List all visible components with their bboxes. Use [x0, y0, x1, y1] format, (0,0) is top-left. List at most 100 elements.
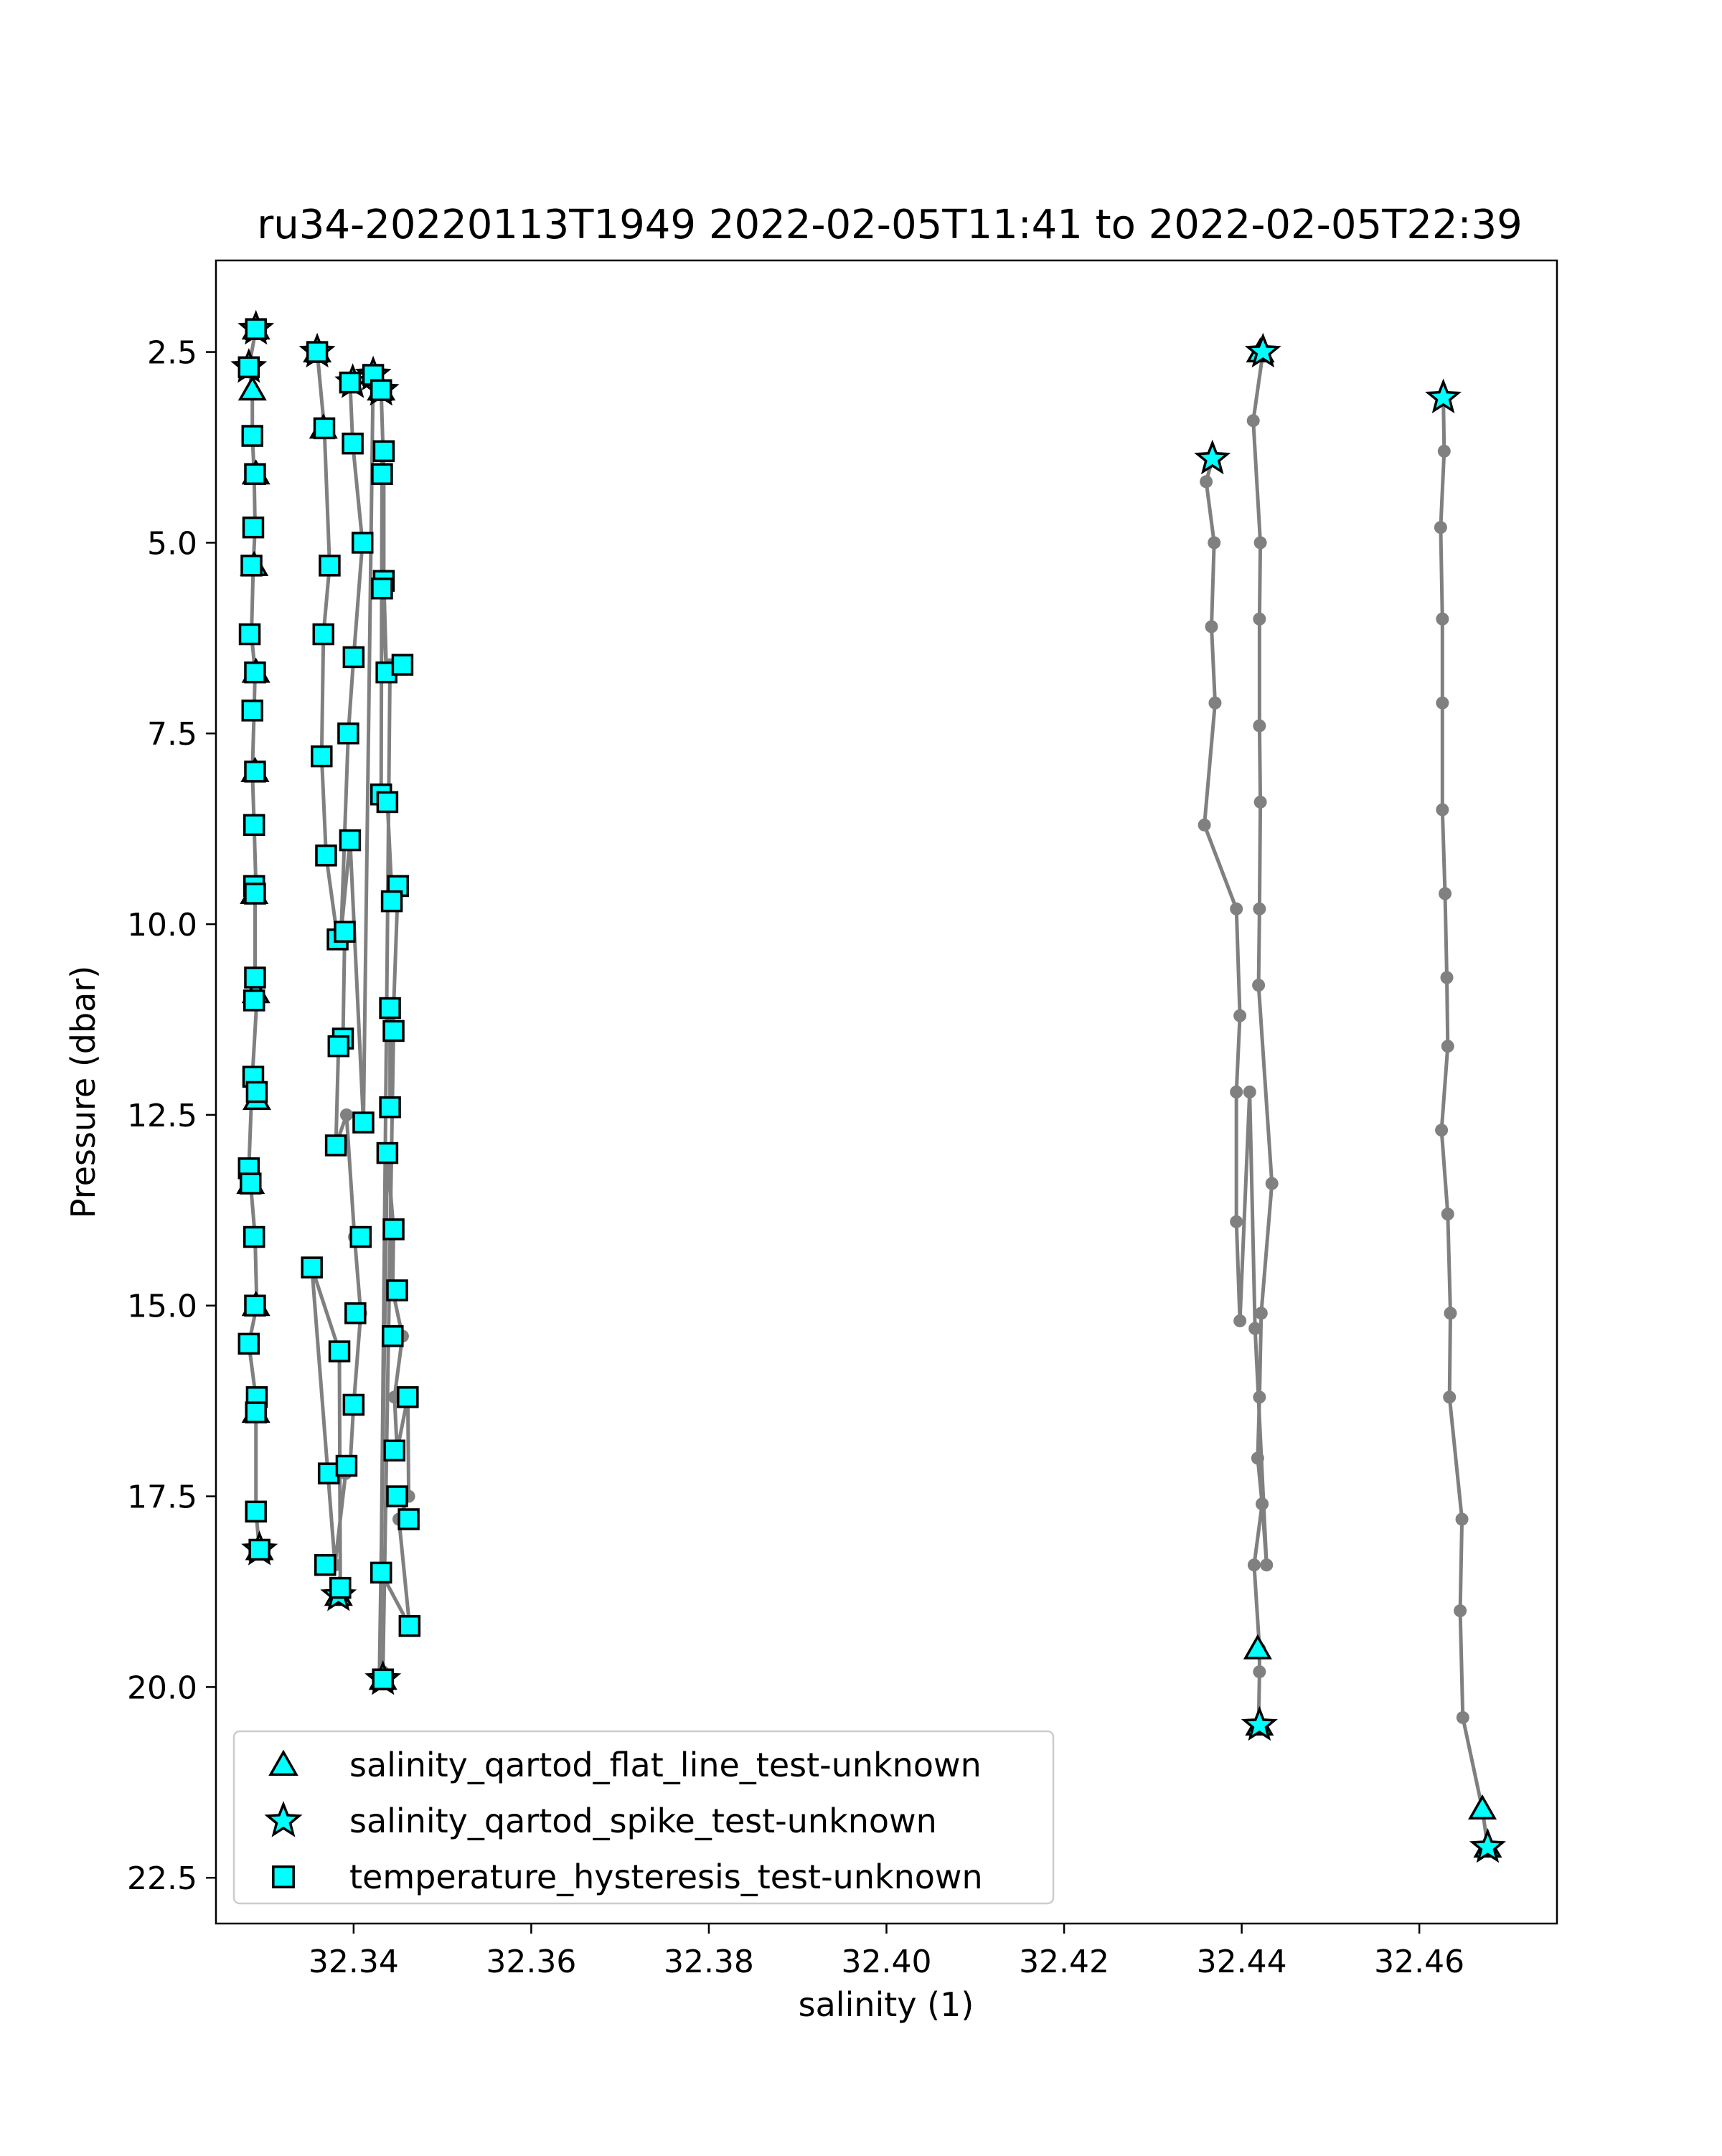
legend-entry-label: salinity_qartod_spike_test-unknown — [349, 1802, 937, 1840]
star-marker — [1241, 1705, 1278, 1741]
square-marker — [339, 371, 362, 394]
y-tick-label: 15.0 — [127, 1289, 197, 1325]
square-marker — [241, 700, 263, 722]
square-marker — [383, 1439, 406, 1462]
square-marker — [379, 1096, 401, 1119]
profile-point — [1253, 612, 1266, 626]
square-marker — [334, 921, 356, 943]
square-marker — [313, 417, 336, 440]
legend-box — [232, 1730, 1055, 1905]
star-marker — [1469, 1827, 1506, 1863]
y-tick-label: 22.5 — [127, 1860, 197, 1897]
triangle-marker — [237, 375, 267, 401]
square-marker — [382, 1325, 404, 1347]
square-marker — [344, 1302, 367, 1324]
square-marker — [319, 555, 341, 577]
legend-triangle-icon — [268, 1749, 298, 1776]
y-tick-label: 7.5 — [147, 716, 197, 753]
square-marker — [382, 1020, 405, 1042]
star-marker — [1194, 439, 1231, 475]
square-marker — [349, 1225, 372, 1248]
square-marker — [311, 745, 333, 768]
square-marker — [242, 516, 265, 539]
profile-point — [1256, 1497, 1269, 1511]
profile-point — [1200, 475, 1213, 489]
y-tick-label: 12.5 — [127, 1098, 197, 1134]
profile-point — [1436, 696, 1449, 710]
square-marker — [324, 1134, 347, 1157]
profile-point — [1454, 1604, 1467, 1618]
profile-point — [1253, 795, 1267, 809]
square-marker — [329, 1576, 352, 1599]
profile-point — [1439, 887, 1452, 900]
profile-point — [1247, 1558, 1261, 1572]
y-tick-label: 20.0 — [127, 1670, 197, 1706]
square-marker — [339, 829, 362, 852]
square-marker — [240, 555, 263, 577]
chart-title: ru34-20220113T1949 2022-02-05T11:41 to 2… — [257, 202, 1522, 248]
square-marker — [241, 425, 263, 447]
square-marker — [245, 1081, 268, 1103]
square-marker — [237, 356, 260, 379]
y-tick-label: 10.0 — [127, 907, 197, 943]
square-marker — [370, 1561, 392, 1584]
triangle-marker — [1468, 1794, 1497, 1820]
profile-point — [1205, 620, 1218, 634]
profile-point — [1230, 902, 1243, 915]
square-marker — [342, 646, 365, 669]
x-tick-label: 32.40 — [842, 1944, 932, 1980]
profile-point — [1233, 1009, 1247, 1022]
square-marker — [244, 761, 266, 783]
triangle-marker — [1243, 1634, 1272, 1660]
square-marker — [391, 654, 414, 676]
legend-entry-label: temperature_hysteresis_test-unknown — [349, 1858, 983, 1896]
star-marker — [1425, 378, 1462, 414]
square-marker — [301, 1256, 323, 1279]
square-marker — [315, 844, 337, 867]
square-marker — [372, 1668, 394, 1690]
square-marker — [245, 1401, 267, 1423]
profile-line-7 — [1439, 397, 1490, 1848]
x-tick-label: 32.44 — [1197, 1944, 1287, 1980]
x-tick-label: 32.42 — [1019, 1944, 1109, 1980]
profile-point — [1208, 536, 1221, 550]
profile-point — [1253, 536, 1267, 550]
profile-point — [1436, 612, 1449, 626]
square-marker — [397, 1508, 420, 1530]
y-tick-label: 2.5 — [147, 335, 197, 372]
profile-point — [1435, 1124, 1449, 1137]
square-marker — [306, 341, 329, 363]
y-tick-label: 17.5 — [127, 1479, 197, 1516]
profile-point — [1455, 1512, 1469, 1526]
square-marker — [382, 1218, 405, 1241]
profile-point — [1230, 1215, 1243, 1228]
square-marker — [317, 1462, 340, 1484]
square-marker — [376, 1141, 399, 1164]
square-marker — [342, 1393, 365, 1416]
square-marker — [237, 1332, 260, 1355]
legend-square-icon — [272, 1865, 295, 1888]
profile-point — [1253, 719, 1266, 733]
profile-point — [1441, 1208, 1454, 1221]
profile-point — [1198, 818, 1211, 832]
square-marker — [335, 1454, 358, 1477]
square-marker — [370, 379, 392, 402]
square-marker — [398, 1615, 421, 1637]
star-marker — [1244, 332, 1281, 368]
profile-point — [1253, 1665, 1266, 1679]
profile-point — [1230, 1086, 1243, 1098]
square-marker — [376, 791, 399, 814]
square-marker — [244, 1294, 266, 1317]
square-marker — [342, 432, 364, 455]
legend-star-icon — [264, 1801, 303, 1837]
square-marker — [244, 661, 266, 684]
square-marker — [314, 1553, 337, 1576]
legend-entry-label: salinity_qartod_flat_line_test-unknown — [349, 1746, 982, 1784]
square-marker — [371, 463, 393, 485]
profile-point — [1248, 1322, 1262, 1335]
square-marker — [372, 440, 395, 463]
legend: salinity_qartod_flat_line_test-unknownsa… — [232, 1730, 1055, 1905]
square-marker — [240, 1172, 262, 1195]
square-marker — [312, 623, 335, 646]
